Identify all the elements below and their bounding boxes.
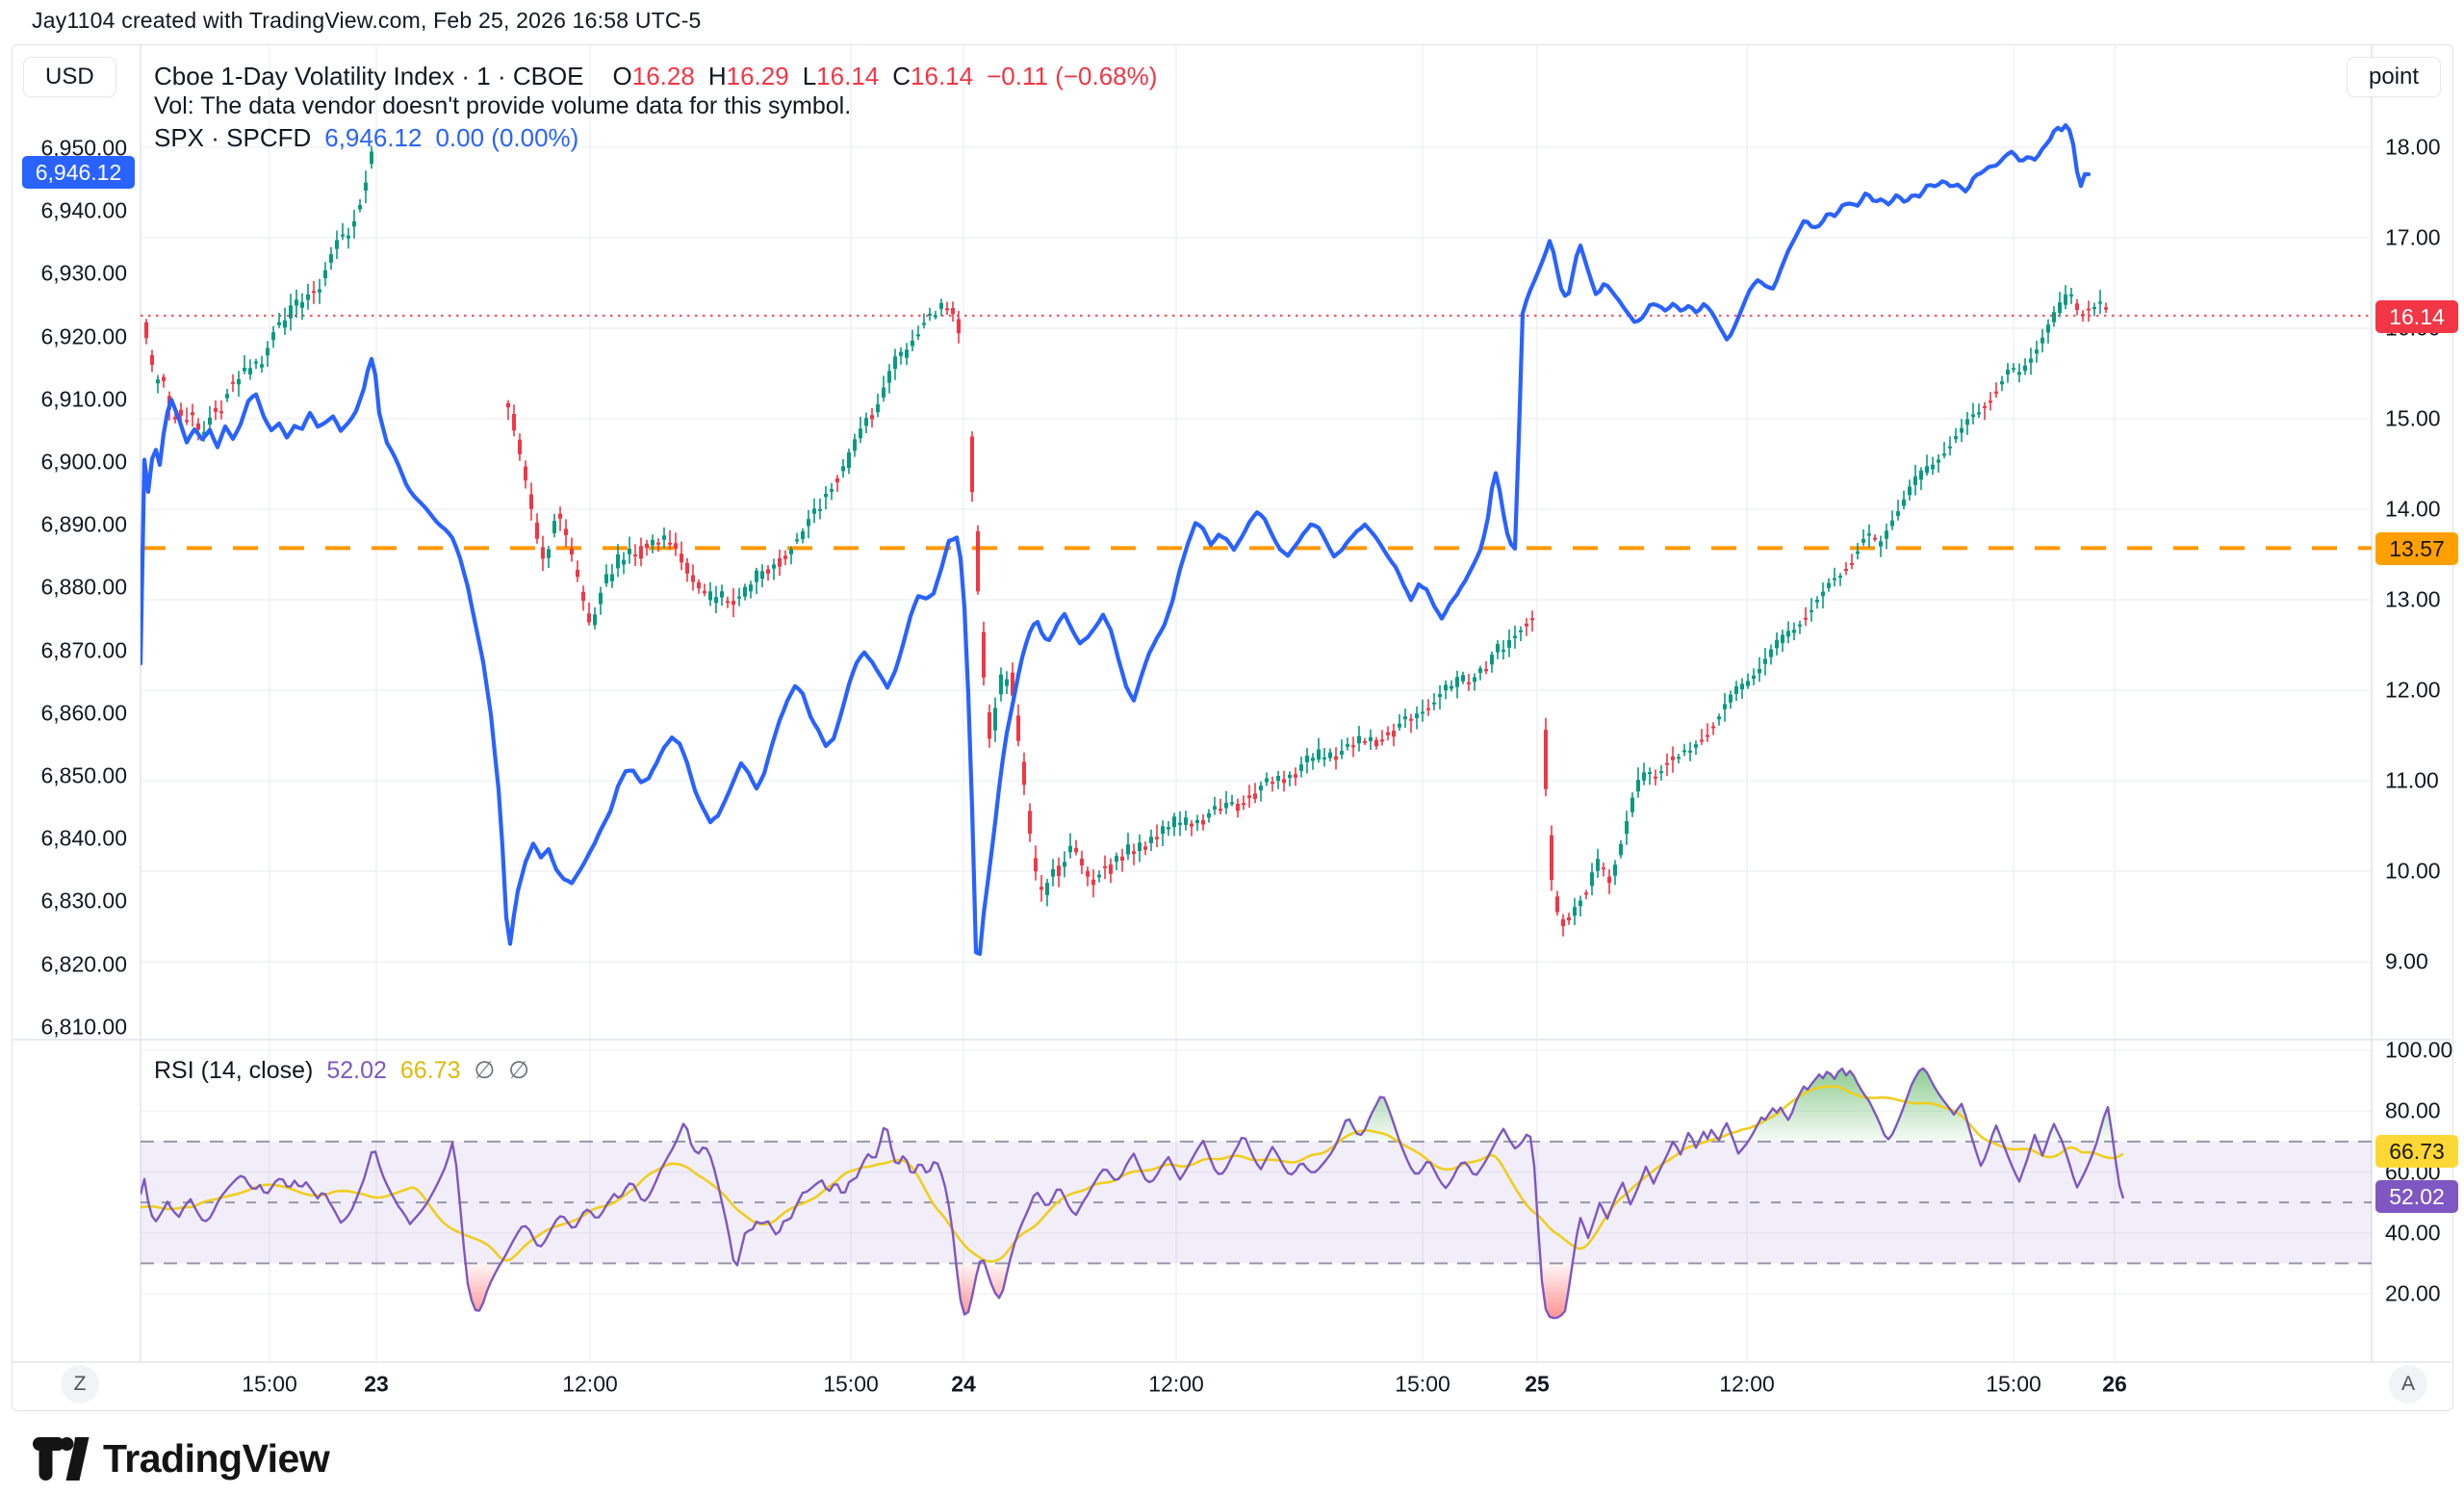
right-axis-tick: 12.00 <box>2385 677 2441 703</box>
open-label: O16.28 <box>612 62 695 90</box>
right-axis-tick: 17.00 <box>2385 224 2441 250</box>
auto-scale-button[interactable]: A <box>2389 1365 2427 1404</box>
timezone-button[interactable]: Z <box>61 1365 99 1404</box>
tradingview-logo-icon <box>33 1436 90 1481</box>
time-axis-tick: 23 <box>364 1371 389 1397</box>
left-axis-tick: 6,810.00 <box>40 1014 127 1040</box>
spx-price: 6,946.12 <box>324 123 423 152</box>
high-label: H16.29 <box>707 62 789 90</box>
right-axis-tick: 11.00 <box>2385 767 2439 793</box>
time-axis-tick: 15:00 <box>1395 1371 1450 1397</box>
spx-legend-row[interactable]: SPX · SPCFD 6,946.12 0.00 (0.00%) <box>154 123 578 153</box>
rsi-ma-value: 66.73 <box>399 1057 461 1084</box>
left-axis-tick: 6,890.00 <box>40 511 127 537</box>
empty-set-icon: ∅ <box>508 1057 530 1084</box>
left-axis-tick: 6,940.00 <box>40 197 127 223</box>
spx-last-price-tag: 6,946.12 <box>22 156 135 189</box>
attribution-title: Jay1104 created with TradingView.com, Fe… <box>32 8 702 33</box>
left-axis-tick: 6,840.00 <box>40 825 127 851</box>
left-price-axis-currency-button[interactable]: USD <box>23 57 116 97</box>
left-axis-tick: 6,830.00 <box>40 888 127 914</box>
left-axis-tick: 6,930.00 <box>40 260 127 286</box>
volume-note: Vol: The data vendor doesn't provide vol… <box>154 92 852 119</box>
rsi-legend-row[interactable]: RSI (14, close) 52.02 66.73 ∅ ∅ <box>154 1056 529 1085</box>
left-axis-tick: 6,920.00 <box>40 323 127 349</box>
right-axis-tick: 14.00 <box>2385 496 2441 522</box>
volume-note-row: Vol: The data vendor doesn't provide vol… <box>154 92 851 120</box>
rsi-axis-tick: 20.00 <box>2385 1280 2441 1306</box>
rsi-last-tag: 52.02 <box>2375 1180 2458 1213</box>
left-axis-tick: 6,860.00 <box>40 700 127 726</box>
time-axis-tick: 15:00 <box>1986 1371 2041 1397</box>
spx-symbol: SPX · SPCFD <box>154 123 312 152</box>
alert-level-tag: 13.57 <box>2375 532 2458 565</box>
left-axis-tick: 6,880.00 <box>40 574 127 600</box>
empty-set-icon: ∅ <box>474 1057 496 1084</box>
rsi-axis-tick: 40.00 <box>2385 1220 2441 1246</box>
time-axis-tick: 15:00 <box>242 1371 297 1397</box>
left-axis-tick: 6,850.00 <box>40 762 127 788</box>
rsi-axis-tick: 100.00 <box>2385 1037 2453 1063</box>
rsi-label: RSI (14, close) <box>154 1057 314 1084</box>
right-axis-tick: 15.00 <box>2385 405 2441 431</box>
time-axis-tick: 25 <box>1525 1371 1550 1397</box>
tradingview-brand-text: TradingView <box>103 1436 330 1481</box>
right-axis-tick: 13.00 <box>2385 586 2441 612</box>
time-axis-tick: 12:00 <box>562 1371 618 1397</box>
time-axis-tick: 12:00 <box>1719 1371 1775 1397</box>
high-value: 16.29 <box>726 62 789 90</box>
time-axis-tick: 26 <box>2102 1371 2127 1397</box>
rsi-ma-tag: 66.73 <box>2375 1135 2458 1168</box>
left-axis-tick: 6,910.00 <box>40 386 127 412</box>
change-value: −0.11 (−0.68%) <box>987 62 1158 90</box>
rsi-axis-tick: 80.00 <box>2385 1097 2441 1123</box>
tradingview-footer[interactable]: TradingView <box>32 1436 330 1481</box>
close-value: 16.14 <box>911 62 974 90</box>
right-axis-tick: 10.00 <box>2385 858 2441 884</box>
symbol-legend-row[interactable]: Cboe 1-Day Volatility Index · 1 · CBOE O… <box>154 62 1157 91</box>
time-axis-tick: 15:00 <box>823 1371 879 1397</box>
time-axis-tick: 12:00 <box>1148 1371 1204 1397</box>
right-axis-tick: 18.00 <box>2385 134 2441 160</box>
right-axis-tick: 9.00 <box>2385 948 2428 974</box>
low-label: L16.14 <box>802 62 880 90</box>
close-label: C16.14 <box>892 62 974 90</box>
spx-change: 0.00 (0.00%) <box>435 123 579 152</box>
low-value: 16.14 <box>816 62 880 90</box>
vix-last-price-tag: 16.14 <box>2375 300 2458 333</box>
left-axis-tick: 6,900.00 <box>40 449 127 475</box>
rsi-value: 52.02 <box>326 1057 387 1084</box>
right-price-axis-unit-button[interactable]: point <box>2347 57 2442 97</box>
open-value: 16.28 <box>631 62 695 90</box>
left-axis-tick: 6,820.00 <box>40 951 127 977</box>
left-axis-tick: 6,870.00 <box>40 637 127 663</box>
time-axis-tick: 24 <box>951 1371 976 1397</box>
symbol-description: Cboe 1-Day Volatility Index · 1 · CBOE <box>154 62 584 90</box>
